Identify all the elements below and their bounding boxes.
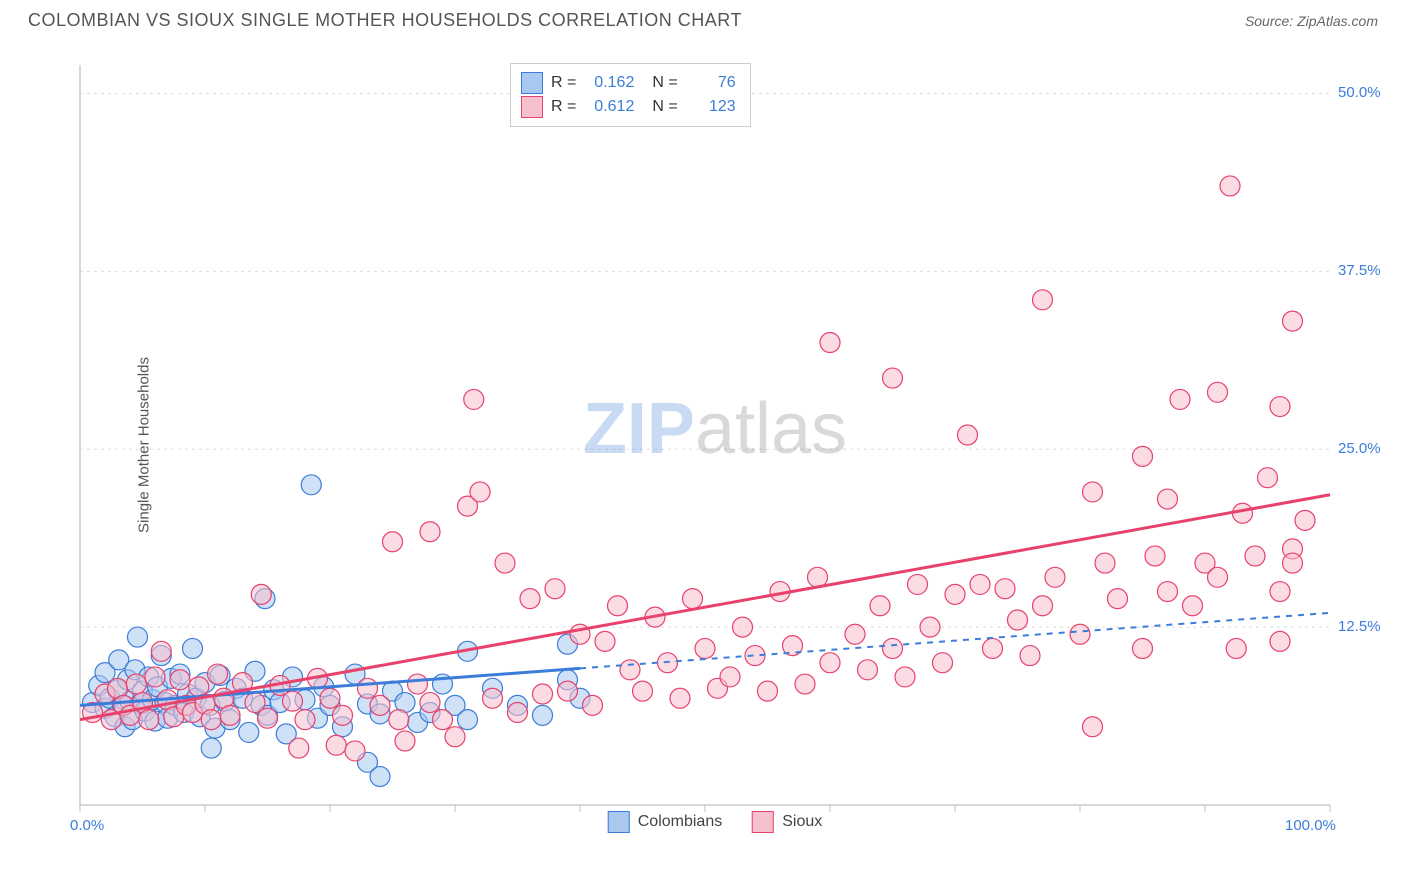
legend-swatch [521, 96, 543, 118]
y-tick-label: 12.5% [1338, 618, 1380, 635]
stat-n-label: N = [652, 98, 677, 116]
legend-swatch [608, 811, 630, 833]
stat-r-value: 0.162 [584, 74, 634, 92]
source-label: Source: ZipAtlas.com [1245, 13, 1378, 29]
stats-legend-row: R = 0.162 N = 76 [521, 72, 736, 94]
chart-title: COLOMBIAN VS SIOUX SINGLE MOTHER HOUSEHO… [28, 10, 742, 31]
stat-n-label: N = [652, 74, 677, 92]
legend-swatch [521, 72, 543, 94]
title-bar: COLOMBIAN VS SIOUX SINGLE MOTHER HOUSEHO… [0, 0, 1406, 37]
bottom-legend: Colombians Sioux [608, 811, 823, 833]
y-tick-label: 50.0% [1338, 84, 1380, 101]
y-tick-label: 37.5% [1338, 262, 1380, 279]
x-tick-label: 0.0% [70, 817, 104, 834]
legend-label: Colombians [638, 813, 722, 831]
legend-swatch [752, 811, 774, 833]
stats-legend: R = 0.162 N = 76 R = 0.612 N = 123 [510, 63, 751, 127]
stat-n-value: 76 [686, 74, 736, 92]
stat-n-value: 123 [686, 98, 736, 116]
bottom-legend-item: Colombians [608, 811, 722, 833]
source-name: ZipAtlas.com [1297, 13, 1378, 29]
chart-area: Single Mother Households ZIPatlas R = 0.… [50, 55, 1380, 835]
stat-r-label: R = [551, 98, 576, 116]
legend-label: Sioux [782, 813, 822, 831]
bottom-legend-item: Sioux [752, 811, 822, 833]
x-tick-label: 100.0% [1285, 817, 1336, 834]
source-prefix: Source: [1245, 13, 1297, 29]
scatter-plot [50, 55, 1380, 835]
y-tick-label: 25.0% [1338, 440, 1380, 457]
stat-r-label: R = [551, 74, 576, 92]
stat-r-value: 0.612 [584, 98, 634, 116]
stats-legend-row: R = 0.612 N = 123 [521, 96, 736, 118]
